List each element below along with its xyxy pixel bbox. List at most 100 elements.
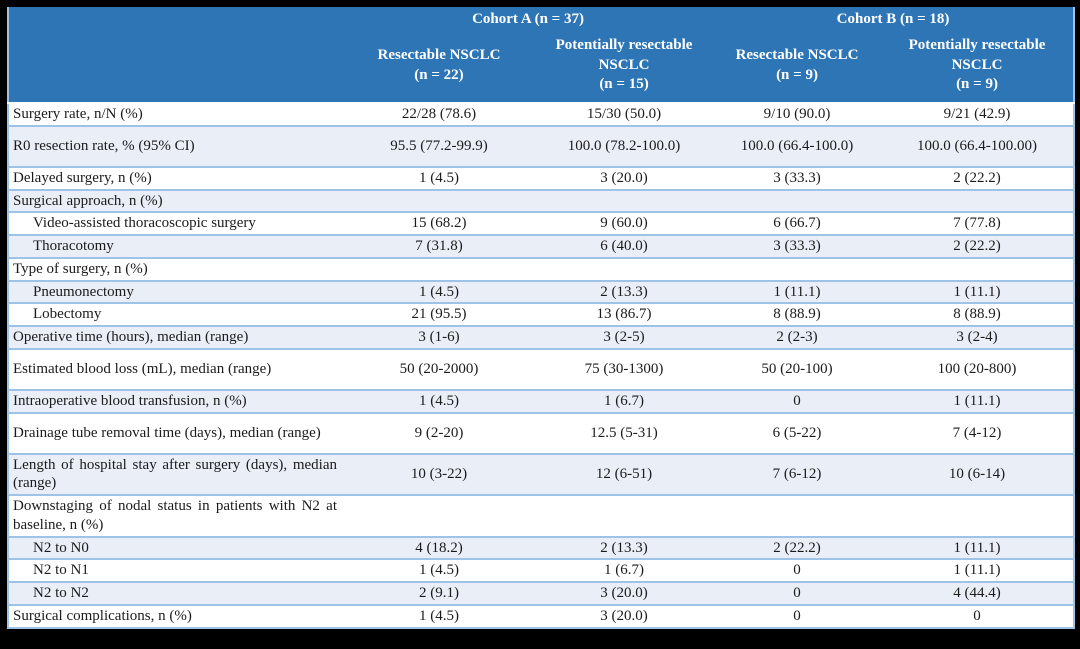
row-value: 100 (20-800) [881,347,1075,390]
row-label: Type of surgery, n (%) [8,256,343,281]
row-value: 15/30 (50.0) [535,102,714,126]
row-value: 12 (6-51) [535,452,714,495]
table-row: N2 to N0 4 (18.2) 2 (13.3) 2 (22.2) 1 (11.1) [8,535,1075,560]
table-row: Video-assisted thoracoscopic surgery 15 (… [8,211,1075,235]
table-row: Intraoperative blood transfusion, n (%) 1… [8,388,1075,413]
row-value: 9 (60.0) [535,211,714,235]
row-value: 13 (86.7) [535,302,714,326]
row-value: 7 (77.8) [881,211,1075,235]
row-value: 50 (20-2000) [343,347,535,390]
column-n: (n = 15) [599,76,649,93]
row-value: 0 [713,603,882,628]
row-label: Surgical complications, n (%) [8,603,343,628]
row-label: N2 to N2 [8,581,343,605]
table-row: Surgery rate, n/N (%) 22/28 (78.6) 15/30 (… [8,102,1075,126]
row-value: 100.0 (66.4-100.0) [713,124,882,167]
row-value [343,256,535,281]
row-value: 1 (4.5) [343,165,535,190]
table-row: Operative time (hours), median (range) 3 … [8,325,1075,349]
row-label: Thoracotomy [8,234,343,258]
row-value: 9 (2-20) [343,411,535,454]
row-value: 1 (6.7) [535,558,714,582]
row-value: 6 (5-22) [713,411,882,454]
cohort-a-header: Cohort A (n = 37) [343,7,714,29]
row-value: 9/10 (90.0) [713,102,882,126]
row-value: 1 (11.1) [881,558,1075,582]
column-header-potentially-a: Potentially resectable NSCLC (n = 15) [535,29,714,103]
row-value: 4 (44.4) [881,581,1075,605]
row-value [881,256,1075,281]
row-value: 12.5 (5-31) [535,411,714,454]
row-value: 3 (20.0) [535,603,714,628]
row-value: 3 (2-4) [881,325,1075,349]
row-value: 1 (6.7) [535,388,714,413]
row-value: 7 (6-12) [713,452,882,495]
row-value: 1 (11.1) [881,535,1075,560]
row-value: 1 (11.1) [881,279,1075,304]
row-value: 75 (30-1300) [535,347,714,390]
corner-cell [8,7,343,103]
row-label: Downstaging of nodal status in patients … [8,494,343,537]
row-value [881,188,1075,213]
row-value [713,188,882,213]
row-label: Intraoperative blood transfusion, n (%) [8,388,343,413]
row-value: 15 (68.2) [343,211,535,235]
row-value: 3 (20.0) [535,581,714,605]
row-value: 2 (13.3) [535,535,714,560]
table-row: Type of surgery, n (%) [8,256,1075,281]
row-label: Surgery rate, n/N (%) [8,102,343,126]
surgical-outcomes-table: Cohort A (n = 37) Cohort B (n = 18) Rese… [7,7,1076,629]
row-value: 2 (22.2) [881,234,1075,258]
row-value: 0 [881,603,1075,628]
row-label: Operative time (hours), median (range) [8,325,343,349]
table-row: Thoracotomy 7 (31.8) 6 (40.0) 3 (33.3) 2 (22… [8,234,1075,258]
row-value: 6 (40.0) [535,234,714,258]
row-value: 95.5 (77.2-99.9) [343,124,535,167]
row-value: 2 (2-3) [713,325,882,349]
row-value: 1 (4.5) [343,279,535,304]
row-value: 100.0 (66.4-100.00) [881,124,1075,167]
column-name: Resectable NSCLC [377,47,501,63]
row-value: 2 (22.2) [713,535,882,560]
row-label: Video-assisted thoracoscopic surgery [8,211,343,235]
row-value: 1 (11.1) [881,388,1075,413]
row-value: 3 (33.3) [713,234,882,258]
row-label: Lobectomy [8,302,343,326]
row-value [343,188,535,213]
row-value [535,188,714,213]
column-header-potentially-b: Potentially resectable NSCLC (n = 9) [881,29,1075,103]
row-value: 0 [713,558,882,582]
row-value: 22/28 (78.6) [343,102,535,126]
table-row: Downstaging of nodal status in patients … [8,494,1075,537]
row-label: N2 to N1 [8,558,343,582]
row-value: 2 (22.2) [881,165,1075,190]
row-value: 7 (4-12) [881,411,1075,454]
column-name: Resectable NSCLC [735,47,859,63]
row-value: 1 (11.1) [713,279,882,304]
row-label: Surgical approach, n (%) [8,188,343,213]
table-row: N2 to N1 1 (4.5) 1 (6.7) 0 1 (11.1) [8,558,1075,582]
row-value [535,256,714,281]
row-value: 3 (1-6) [343,325,535,349]
row-label: Delayed surgery, n (%) [8,165,343,190]
cohort-header-row: Cohort A (n = 37) Cohort B (n = 18) [8,7,1075,103]
table-row: Pneumonectomy 1 (4.5) 2 (13.3) 1 (11.1) 1 (1… [8,279,1075,304]
row-label: R0 resection rate, % (95% CI) [8,124,343,167]
column-name: Potentially resectable NSCLC [908,37,1046,73]
row-value: 100.0 (78.2-100.0) [535,124,714,167]
row-value [713,494,882,537]
table-row: N2 to N2 2 (9.1) 3 (20.0) 0 4 (44.4) [8,581,1075,605]
row-label: Estimated blood loss (mL), median (range… [8,347,343,390]
row-value: 9/21 (42.9) [881,102,1075,126]
row-value: 10 (6-14) [881,452,1075,495]
row-value: 50 (20-100) [713,347,882,390]
row-value [535,494,714,537]
table-row: Length of hospital stay after surgery (d… [8,452,1075,495]
row-value [881,494,1075,537]
row-value: 0 [713,388,882,413]
column-n: (n = 22) [414,66,464,83]
table-row: Delayed surgery, n (%) 1 (4.5) 3 (20.0) 3 (… [8,165,1075,190]
row-value: 3 (2-5) [535,325,714,349]
row-value: 1 (4.5) [343,558,535,582]
